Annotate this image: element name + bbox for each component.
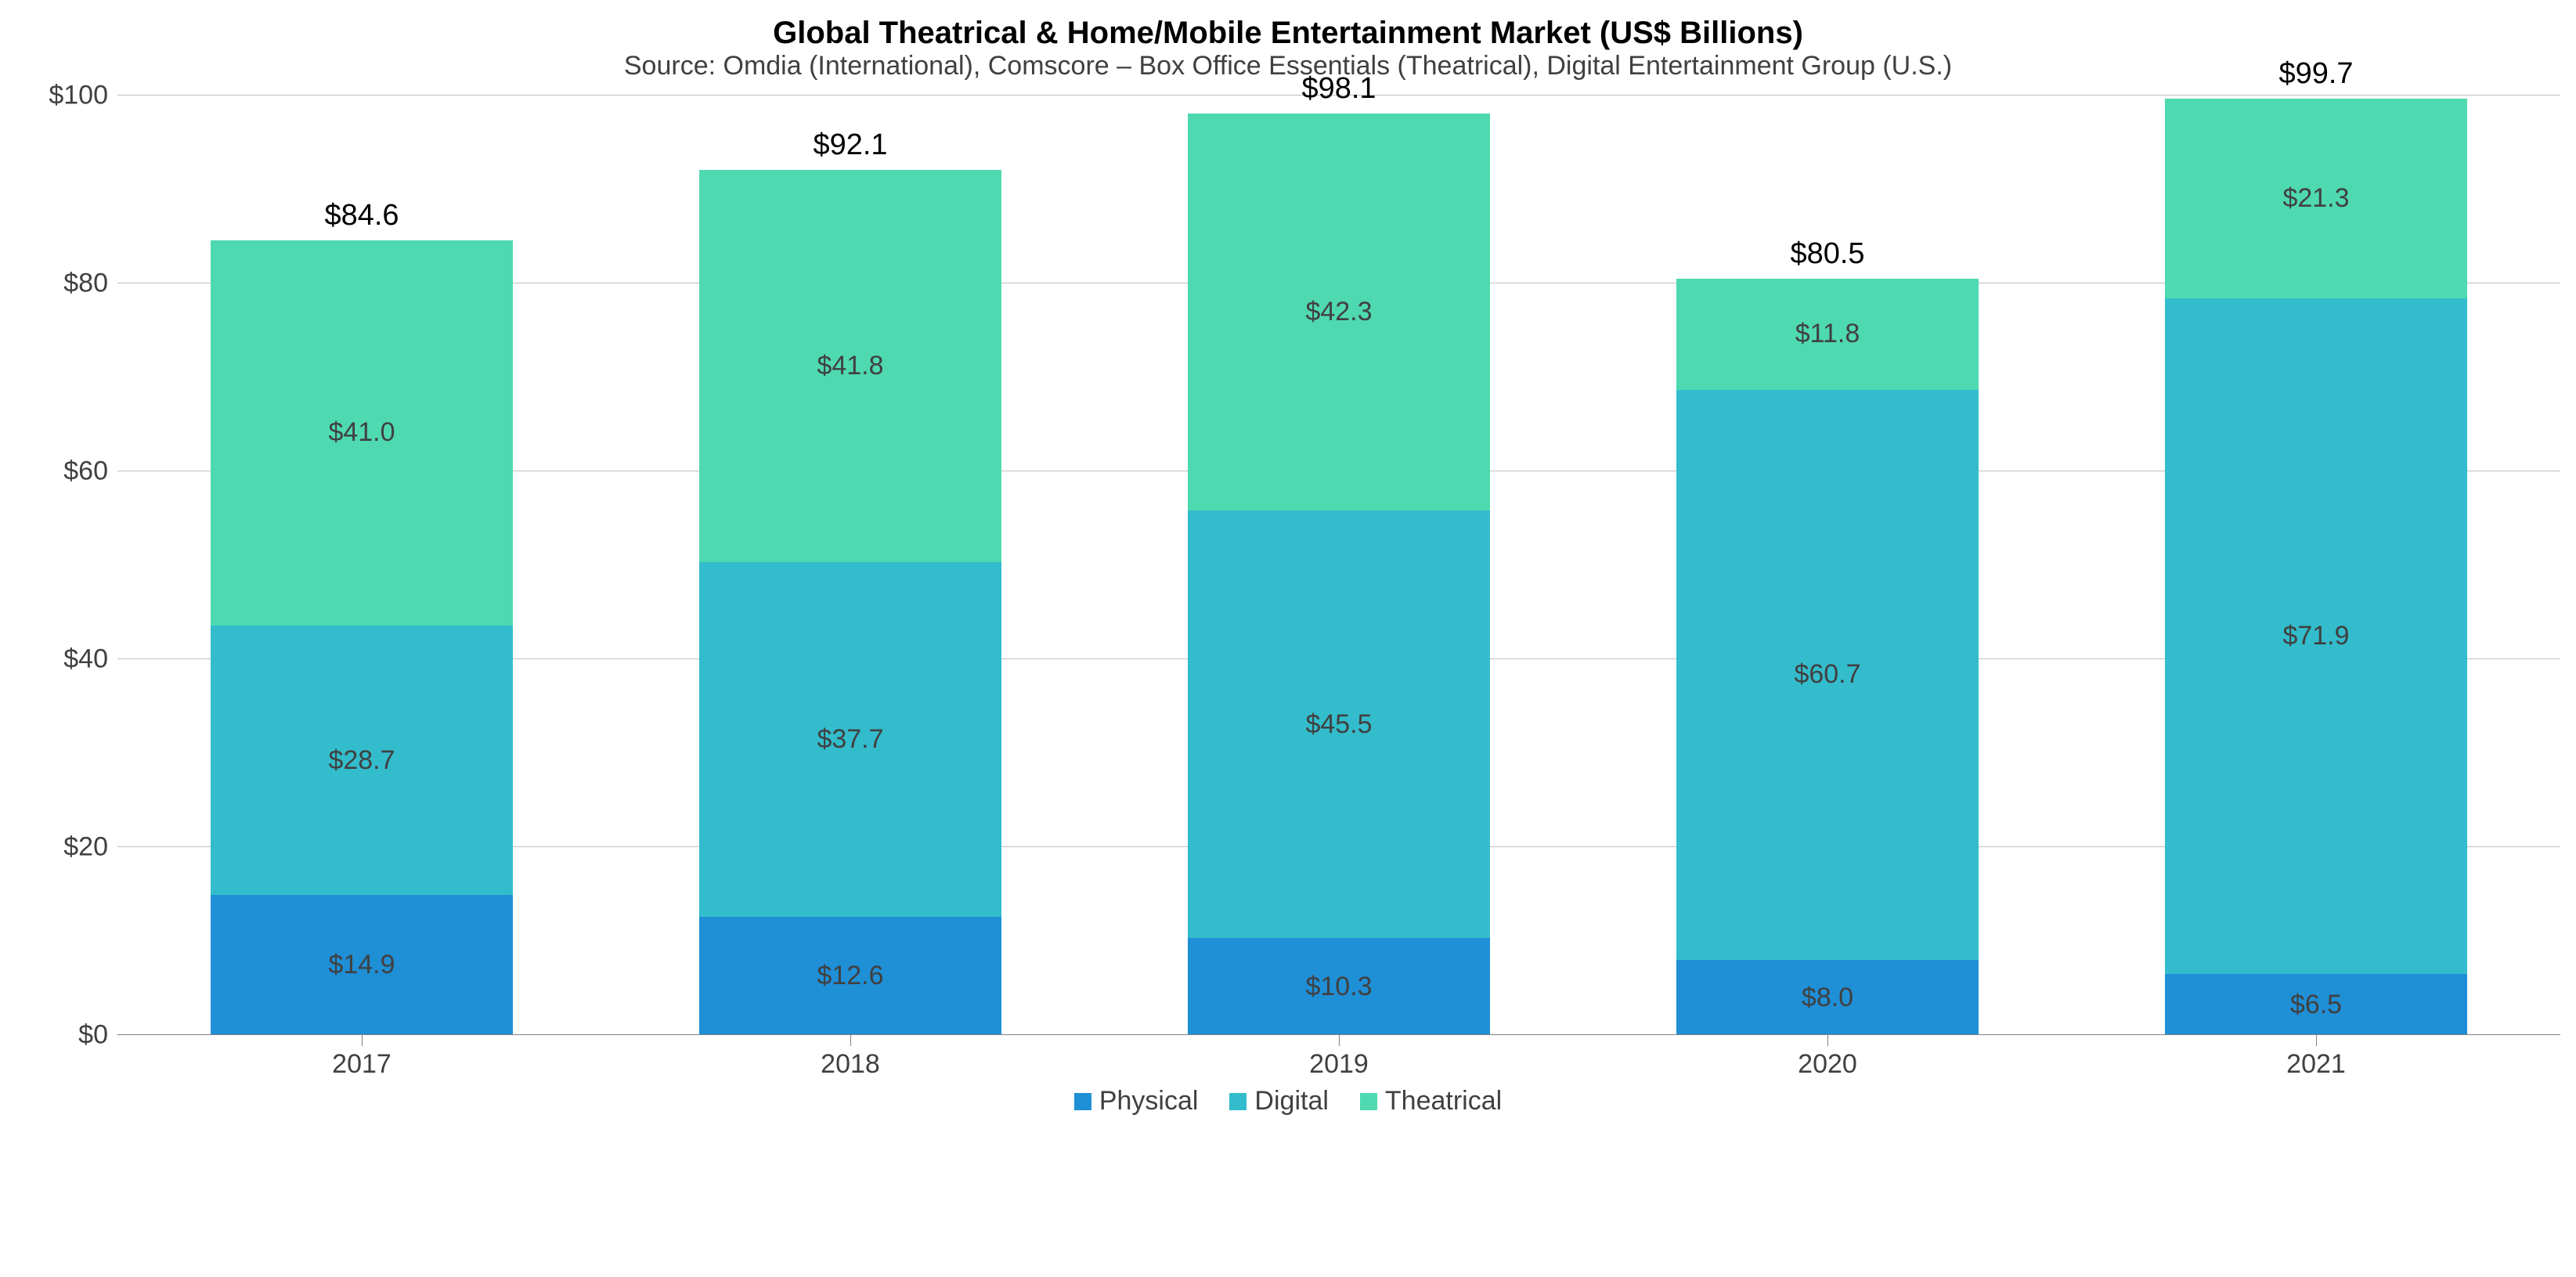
bar-segment-theatrical: $42.3 xyxy=(1188,114,1491,511)
bar-segment-physical: $8.0 xyxy=(1676,960,1979,1035)
x-axis-baseline xyxy=(117,1034,2560,1035)
bar-segment-digital: $60.7 xyxy=(1676,390,1979,960)
segment-label: $8.0 xyxy=(1802,983,1853,1013)
bar-segment-digital: $37.7 xyxy=(699,562,1002,916)
legend-item-theatrical: Theatrical xyxy=(1360,1086,1502,1116)
segment-label: $11.8 xyxy=(1795,319,1860,349)
segment-label: $60.7 xyxy=(1794,659,1860,690)
x-tick xyxy=(1339,1035,1340,1046)
plot-area: $0$20$40$60$80$100$14.9$28.7$41.0$84.6$1… xyxy=(117,96,2560,1035)
bar-stack: $6.5$71.9$21.3$99.7 xyxy=(2165,99,2468,1035)
bar-stack: $14.9$28.7$41.0$84.6 xyxy=(211,240,514,1035)
y-tick-label: $60 xyxy=(63,456,117,487)
bar-segment-digital: $71.9 xyxy=(2165,298,2468,974)
bar-group: $14.9 $28.7 $41.0 $84.6 xyxy=(117,96,606,1035)
legend-item-physical: Physical xyxy=(1074,1086,1199,1116)
y-tick-label: $100 xyxy=(49,81,117,111)
bar-segment-physical: $6.5 xyxy=(2165,974,2468,1035)
bar-segment-theatrical: $21.3 xyxy=(2165,99,2468,299)
segment-label: $45.5 xyxy=(1305,709,1372,740)
x-axis-label: 2019 xyxy=(1095,1049,1583,1080)
legend-label: Theatrical xyxy=(1385,1086,1502,1116)
legend-swatch-icon xyxy=(1229,1093,1247,1110)
segment-label: $37.7 xyxy=(817,724,883,755)
legend-swatch-icon xyxy=(1074,1093,1091,1110)
bar-total-label: $98.1 xyxy=(1301,72,1376,114)
bar-segment-digital: $45.5 xyxy=(1188,510,1491,938)
legend-label: Digital xyxy=(1254,1086,1328,1116)
x-tick xyxy=(850,1035,851,1046)
x-tick xyxy=(1827,1035,1828,1046)
x-tick xyxy=(362,1035,363,1046)
bars-area: $14.9 $28.7 $41.0 $84.6 $12.6 $37.7 $41.8 $92.1… xyxy=(117,96,2560,1035)
bar-group: $12.6 $37.7 $41.8 $92.1 xyxy=(606,96,1095,1035)
segment-label: $21.3 xyxy=(2282,183,2349,214)
bar-segment-physical: $12.6 xyxy=(699,917,1002,1035)
bar-segment-theatrical: $41.0 xyxy=(211,240,514,626)
bar-stack: $10.3$45.5$42.3$98.1 xyxy=(1188,114,1491,1035)
chart-subtitle: Source: Omdia (International), Comscore … xyxy=(16,51,2560,81)
segment-label: $42.3 xyxy=(1305,297,1372,327)
x-axis-label: 2018 xyxy=(606,1049,1095,1080)
bar-stack: $12.6$37.7$41.8$92.1 xyxy=(699,170,1002,1035)
segment-label: $10.3 xyxy=(1305,972,1372,1002)
x-tick xyxy=(2316,1035,2317,1046)
bar-group: $6.5$71.9$21.3$99.7 xyxy=(2072,96,2560,1035)
bar-segment-theatrical: $11.8 xyxy=(1676,279,1979,390)
bar-segment-digital: $28.7 xyxy=(211,626,514,895)
bar-total-label: $92.1 xyxy=(813,128,887,170)
bar-segment-theatrical: $41.8 xyxy=(699,170,1002,563)
segment-label: $6.5 xyxy=(2290,990,2342,1020)
plot-outer: $0$20$40$60$80$100$14.9$28.7$41.0$84.6$1… xyxy=(16,96,2560,1080)
segment-label: $71.9 xyxy=(2282,621,2349,651)
bar-total-label: $84.6 xyxy=(324,199,399,240)
segment-label: $28.7 xyxy=(328,745,395,776)
bar-segment-physical: $14.9 xyxy=(211,895,514,1035)
bar-group: $10.3$45.5$42.3$98.1 xyxy=(1095,96,1583,1035)
bar-stack: $8.0$60.7$11.8$80.5 xyxy=(1676,279,1979,1035)
x-axis-label: 2021 xyxy=(2072,1049,2560,1080)
x-axis-labels: 20172018201920202021 xyxy=(117,1049,2560,1080)
x-axis-label: 2020 xyxy=(1583,1049,2072,1080)
legend-swatch-icon xyxy=(1360,1093,1377,1110)
segment-label: $41.0 xyxy=(328,417,395,448)
y-tick-label: $80 xyxy=(63,269,117,299)
y-tick-label: $0 xyxy=(78,1020,117,1051)
chart-title: Global Theatrical & Home/Mobile Entertai… xyxy=(16,16,2560,51)
segment-label: $41.8 xyxy=(817,351,883,381)
segment-label: $14.9 xyxy=(328,950,395,980)
legend: Physical Digital Theatrical xyxy=(16,1086,2560,1116)
chart-container: Global Theatrical & Home/Mobile Entertai… xyxy=(16,16,2560,1116)
x-axis-label: 2017 xyxy=(117,1049,606,1080)
y-tick-label: $40 xyxy=(63,644,117,675)
legend-item-digital: Digital xyxy=(1229,1086,1328,1116)
bar-total-label: $99.7 xyxy=(2278,57,2353,99)
legend-label: Physical xyxy=(1099,1086,1199,1116)
bar-segment-physical: $10.3 xyxy=(1188,938,1491,1035)
y-tick-label: $20 xyxy=(63,832,117,863)
bar-total-label: $80.5 xyxy=(1790,237,1864,279)
bar-group: $8.0 $60.7 $11.8 $80.5 xyxy=(1583,96,2072,1035)
segment-label: $12.6 xyxy=(817,961,883,991)
